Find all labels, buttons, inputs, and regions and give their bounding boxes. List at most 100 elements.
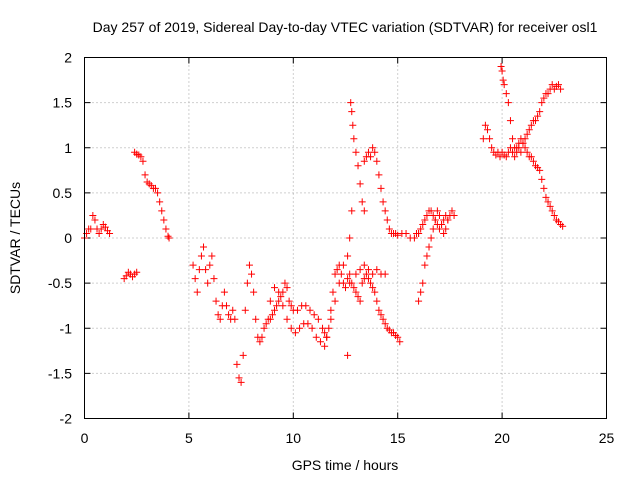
data-point <box>339 261 347 269</box>
data-point <box>189 261 197 269</box>
y-tick-labels: -2 -1.5 -1 -0.5 0 0.5 1 1.5 2 <box>48 50 72 427</box>
data-point <box>342 284 349 292</box>
data-point <box>165 234 173 242</box>
data-point <box>243 279 251 287</box>
data-point <box>364 266 372 274</box>
series-s8 <box>360 144 423 242</box>
data-point <box>283 315 291 323</box>
data-point <box>415 229 423 237</box>
data-point <box>106 229 114 237</box>
data-point <box>379 198 387 206</box>
data-point <box>538 175 546 183</box>
data-point <box>97 225 105 233</box>
data-point <box>89 211 97 219</box>
x-tick-label: 15 <box>390 430 406 446</box>
data-point <box>337 270 345 278</box>
data-point <box>237 378 245 386</box>
x-tick-label: 0 <box>81 430 89 446</box>
data-point <box>354 162 362 170</box>
data-point <box>496 153 504 161</box>
data-point <box>373 266 381 274</box>
data-point <box>347 99 355 107</box>
data-point <box>375 306 383 314</box>
series-s11 <box>412 207 452 237</box>
data-point <box>220 288 228 296</box>
series-s7 <box>346 270 404 346</box>
data-point <box>538 99 546 107</box>
data-point <box>239 351 247 359</box>
data-point <box>369 144 377 152</box>
data-point <box>360 261 368 269</box>
data-point <box>331 297 339 305</box>
data-point <box>450 211 458 219</box>
series-s4 <box>189 243 352 386</box>
data-point <box>250 288 258 296</box>
data-point <box>394 333 402 341</box>
data-point <box>291 329 299 337</box>
data-point <box>550 211 558 219</box>
data-point <box>296 324 304 332</box>
data-point <box>369 270 377 278</box>
data-point <box>91 216 99 224</box>
series-s12 <box>479 81 565 161</box>
data-point <box>502 153 510 161</box>
y-tick-label: 0 <box>64 230 72 246</box>
data-point <box>273 302 281 310</box>
data-point <box>275 297 283 305</box>
data-point <box>327 315 335 323</box>
data-point <box>419 220 427 228</box>
data-point <box>356 297 364 305</box>
data-point <box>540 184 548 192</box>
data-point <box>438 220 446 228</box>
data-point <box>216 315 224 323</box>
data-point <box>197 252 205 260</box>
data-point <box>195 266 203 274</box>
data-point <box>137 153 145 161</box>
data-point <box>396 338 404 346</box>
data-point <box>429 211 437 219</box>
series-s6 <box>344 99 368 359</box>
x-tick-labels: 0 5 10 15 20 25 <box>81 430 615 446</box>
y-tick-label: 2 <box>64 50 72 66</box>
data-point <box>283 284 291 292</box>
data-point <box>525 126 533 134</box>
data-point <box>248 270 256 278</box>
data-point <box>502 90 510 98</box>
data-point <box>352 288 360 296</box>
data-point <box>536 108 544 116</box>
data-point <box>252 315 260 323</box>
data-point <box>554 81 562 89</box>
data-point <box>222 302 230 310</box>
data-point <box>534 112 542 120</box>
data-point <box>375 171 383 179</box>
data-point <box>440 229 448 237</box>
data-point <box>348 207 356 215</box>
data-point <box>429 225 437 233</box>
data-point <box>557 85 565 93</box>
data-point <box>335 279 343 287</box>
y-tick-label: -1 <box>60 320 73 336</box>
y-tick-label: -0.5 <box>48 275 72 291</box>
series-s9 <box>352 261 389 278</box>
data-point <box>258 333 266 341</box>
data-point <box>356 180 364 188</box>
x-tick-label: 10 <box>286 430 302 446</box>
data-point <box>548 207 556 215</box>
data-point <box>321 329 329 337</box>
data-point <box>358 198 366 206</box>
data-point <box>417 225 425 233</box>
data-point <box>348 279 356 287</box>
data-point <box>415 297 423 305</box>
data-point <box>349 121 357 129</box>
data-point <box>287 324 295 332</box>
data-point <box>319 324 327 332</box>
y-tick-label: 1.5 <box>53 95 73 111</box>
data-point <box>379 315 387 323</box>
data-point <box>360 157 368 165</box>
data-point <box>419 279 427 287</box>
data-point <box>369 284 377 292</box>
data-point <box>421 216 429 224</box>
x-tick-label: 25 <box>599 430 615 446</box>
data-point <box>442 225 450 233</box>
